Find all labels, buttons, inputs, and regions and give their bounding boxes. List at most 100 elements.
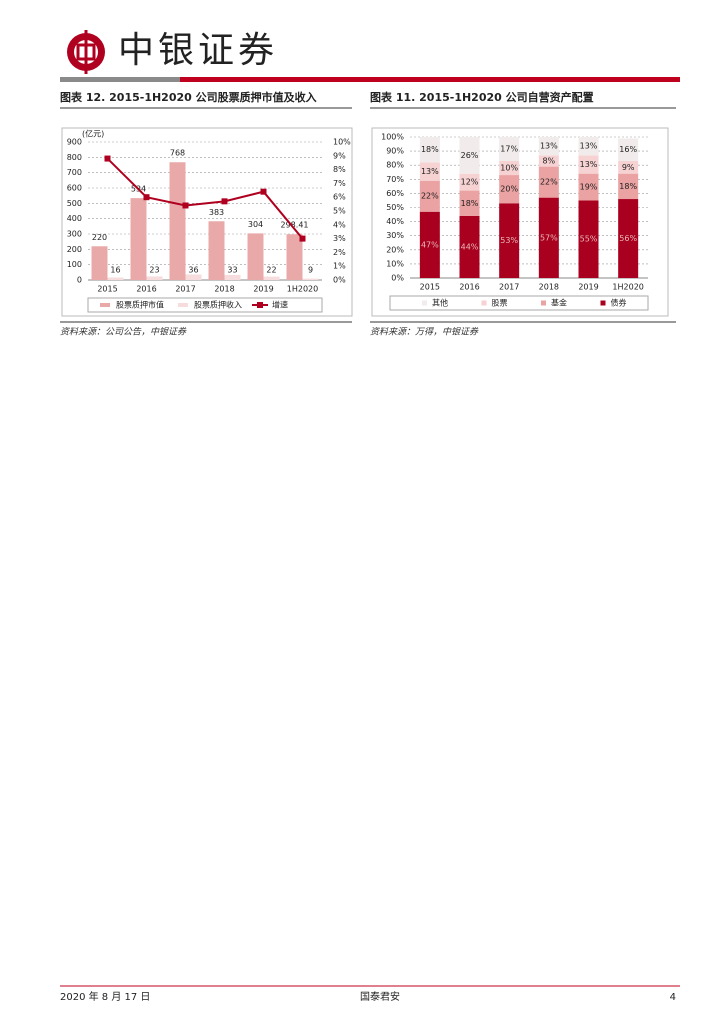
bar-segment [499,137,520,161]
footer-center: 国泰君安 [360,990,400,1003]
y-tick-label: 40% [386,217,404,226]
chart-frame [61,127,353,317]
bar [107,277,124,280]
footer-date: 2020 年 8 月 17 日 [60,990,150,1003]
y-tick-label: 70% [386,175,404,184]
y-tick-label: 50% [386,203,404,212]
data-label: 10% [500,164,518,173]
bar-segment [459,215,480,278]
data-label: 9% [622,163,635,172]
page-number: 4 [670,992,676,1003]
bar-segment [538,166,559,198]
data-label: 9 [308,266,313,275]
y2-tick-label: 7% [333,179,346,188]
y-tick-label: 100% [381,133,404,142]
data-label: 17% [500,144,518,153]
bar-segment [538,155,559,167]
bar-segment [618,138,639,161]
bar-segment [618,199,639,278]
data-label: 304 [248,220,263,229]
data-label: 13% [540,142,558,151]
legend-label: 股票质押市值 [116,300,164,310]
line-marker [104,155,111,162]
data-label: 22 [266,266,276,275]
data-label: 22% [421,192,439,201]
legend-swatch [481,300,487,306]
y-tick-label: 0 [77,276,82,285]
bar-segment [499,160,520,176]
y-axis-label: (亿元) [82,129,104,139]
bar-segment [618,173,639,200]
chart-title: 图表 11. 2015-1H2020 公司自营资产配置 [370,90,594,104]
bar [263,276,280,280]
chart-frame [371,127,669,317]
bar-segment [419,137,440,163]
x-tick-label: 2017 [175,285,195,294]
data-label: 57% [540,233,558,242]
data-label: 33 [227,266,237,275]
y-tick-label: 30% [386,231,404,240]
line-marker [221,198,228,205]
data-label: 13% [580,142,598,151]
y-tick-label: 0% [391,274,404,283]
bar [286,234,303,280]
y-tick-label: 700 [67,168,82,177]
bar [302,278,319,280]
y2-tick-label: 8% [333,165,346,174]
legend-swatch [100,303,110,307]
y2-tick-label: 10% [333,138,351,147]
bar-segment [618,160,639,174]
line-marker [260,188,267,195]
data-label: 8% [542,156,555,165]
legend-frame [87,297,323,313]
y-tick-label: 300 [67,230,82,239]
legend-label: 股票质押收入 [194,300,242,310]
y-tick-label: 60% [386,189,404,198]
y2-tick-label: 3% [333,234,346,243]
bar-segment [419,162,440,181]
data-label: 47% [421,240,439,249]
bar [130,198,147,280]
y-tick-label: 200 [67,245,82,254]
line-marker [299,235,306,242]
data-label: 26% [461,151,479,160]
bar-segment [578,137,599,156]
data-label: 53% [500,236,518,245]
bar-segment [578,200,599,278]
y2-tick-label: 0% [333,276,346,285]
y-tick-label: 100 [67,260,82,269]
data-label: 18% [461,199,479,208]
y-tick-label: 900 [67,138,82,147]
x-tick-label: 2019 [578,283,598,292]
bar-segment [459,137,480,174]
logo [67,30,105,74]
bar-segment [499,203,520,278]
x-tick-label: 2015 [420,283,440,292]
x-tick-label: 2015 [97,285,117,294]
y2-tick-label: 1% [333,262,346,271]
y-tick-label: 400 [67,214,82,223]
data-label: 12% [461,178,479,187]
data-label: 16% [619,145,637,154]
bar-segment [578,155,599,174]
bar-segment [419,211,440,278]
data-label: 16 [110,266,120,275]
bar-segment [578,173,599,201]
bar [169,162,186,280]
data-label: 768 [170,149,185,158]
data-label: 220 [92,233,107,242]
y2-tick-label: 6% [333,193,346,202]
bar [185,274,202,280]
bar [146,276,163,280]
bar-segment [459,173,480,191]
bar [208,221,225,280]
data-label: 298.41 [281,221,309,230]
x-tick-label: 2018 [539,283,559,292]
line-marker [143,194,150,201]
x-tick-label: 1H2020 [287,285,318,294]
bar [247,233,264,280]
bar-segment [459,190,480,216]
legend-label: 股票 [492,299,508,308]
line-marker [182,202,189,209]
y-tick-label: 500 [67,199,82,208]
